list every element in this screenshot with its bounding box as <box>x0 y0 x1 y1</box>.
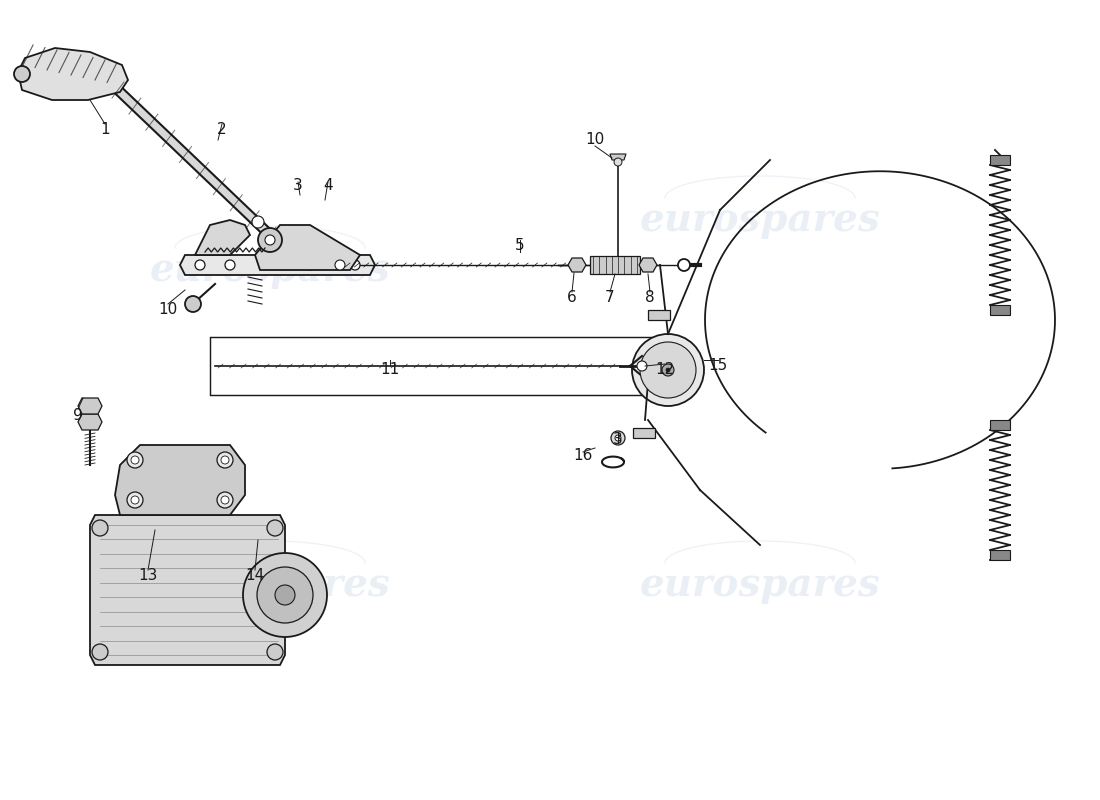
Text: eurospares: eurospares <box>639 201 880 239</box>
Circle shape <box>614 158 622 166</box>
Text: 10: 10 <box>158 302 177 318</box>
Circle shape <box>221 496 229 504</box>
Bar <box>590 256 640 274</box>
Text: 6: 6 <box>568 290 576 306</box>
Text: 3: 3 <box>293 178 303 193</box>
Bar <box>990 155 1010 165</box>
Circle shape <box>226 260 235 270</box>
Circle shape <box>666 368 670 372</box>
Text: 7: 7 <box>605 290 615 306</box>
Text: 5: 5 <box>515 238 525 253</box>
Text: eurospares: eurospares <box>639 566 880 604</box>
Circle shape <box>265 235 275 245</box>
Text: 9: 9 <box>73 407 82 422</box>
Circle shape <box>267 520 283 536</box>
Bar <box>990 550 1010 560</box>
Polygon shape <box>610 154 626 160</box>
Text: eurospares: eurospares <box>150 566 390 604</box>
Bar <box>210 337 660 395</box>
Circle shape <box>662 364 674 376</box>
Circle shape <box>195 260 205 270</box>
Polygon shape <box>78 414 102 430</box>
Circle shape <box>350 260 360 270</box>
Polygon shape <box>90 515 285 665</box>
Text: 1: 1 <box>100 122 110 138</box>
Text: 8: 8 <box>646 290 654 306</box>
Circle shape <box>275 585 295 605</box>
Polygon shape <box>255 225 360 270</box>
Circle shape <box>637 361 647 371</box>
Text: 14: 14 <box>245 567 265 582</box>
Circle shape <box>126 452 143 468</box>
Circle shape <box>126 492 143 508</box>
Circle shape <box>615 435 622 441</box>
Circle shape <box>632 334 704 406</box>
Circle shape <box>221 456 229 464</box>
Polygon shape <box>78 398 102 414</box>
Bar <box>632 428 654 438</box>
Circle shape <box>92 520 108 536</box>
Text: 2: 2 <box>217 122 227 138</box>
Circle shape <box>305 260 315 270</box>
Circle shape <box>243 553 327 637</box>
Text: 16: 16 <box>573 447 593 462</box>
Text: 15: 15 <box>708 358 727 373</box>
Bar <box>990 420 1010 430</box>
Text: 12: 12 <box>656 362 674 378</box>
Circle shape <box>185 296 201 312</box>
Polygon shape <box>639 258 657 272</box>
Polygon shape <box>568 258 586 272</box>
Circle shape <box>640 342 696 398</box>
Circle shape <box>267 644 283 660</box>
Circle shape <box>14 66 30 82</box>
Polygon shape <box>18 48 128 100</box>
Text: 4: 4 <box>323 178 333 193</box>
Text: 10: 10 <box>585 133 605 147</box>
Circle shape <box>257 567 314 623</box>
Circle shape <box>217 452 233 468</box>
Text: 13: 13 <box>139 567 157 582</box>
Circle shape <box>131 456 139 464</box>
Polygon shape <box>180 255 375 275</box>
Circle shape <box>336 260 345 270</box>
Circle shape <box>131 496 139 504</box>
Circle shape <box>678 259 690 271</box>
Text: 3: 3 <box>613 433 623 447</box>
Polygon shape <box>195 220 250 255</box>
Text: 11: 11 <box>381 362 399 378</box>
Polygon shape <box>116 445 245 515</box>
Circle shape <box>610 431 625 445</box>
Bar <box>648 310 670 320</box>
Circle shape <box>258 228 282 252</box>
Circle shape <box>252 216 264 228</box>
Bar <box>990 305 1010 315</box>
Text: eurospares: eurospares <box>150 251 390 289</box>
Circle shape <box>217 492 233 508</box>
Circle shape <box>92 644 108 660</box>
